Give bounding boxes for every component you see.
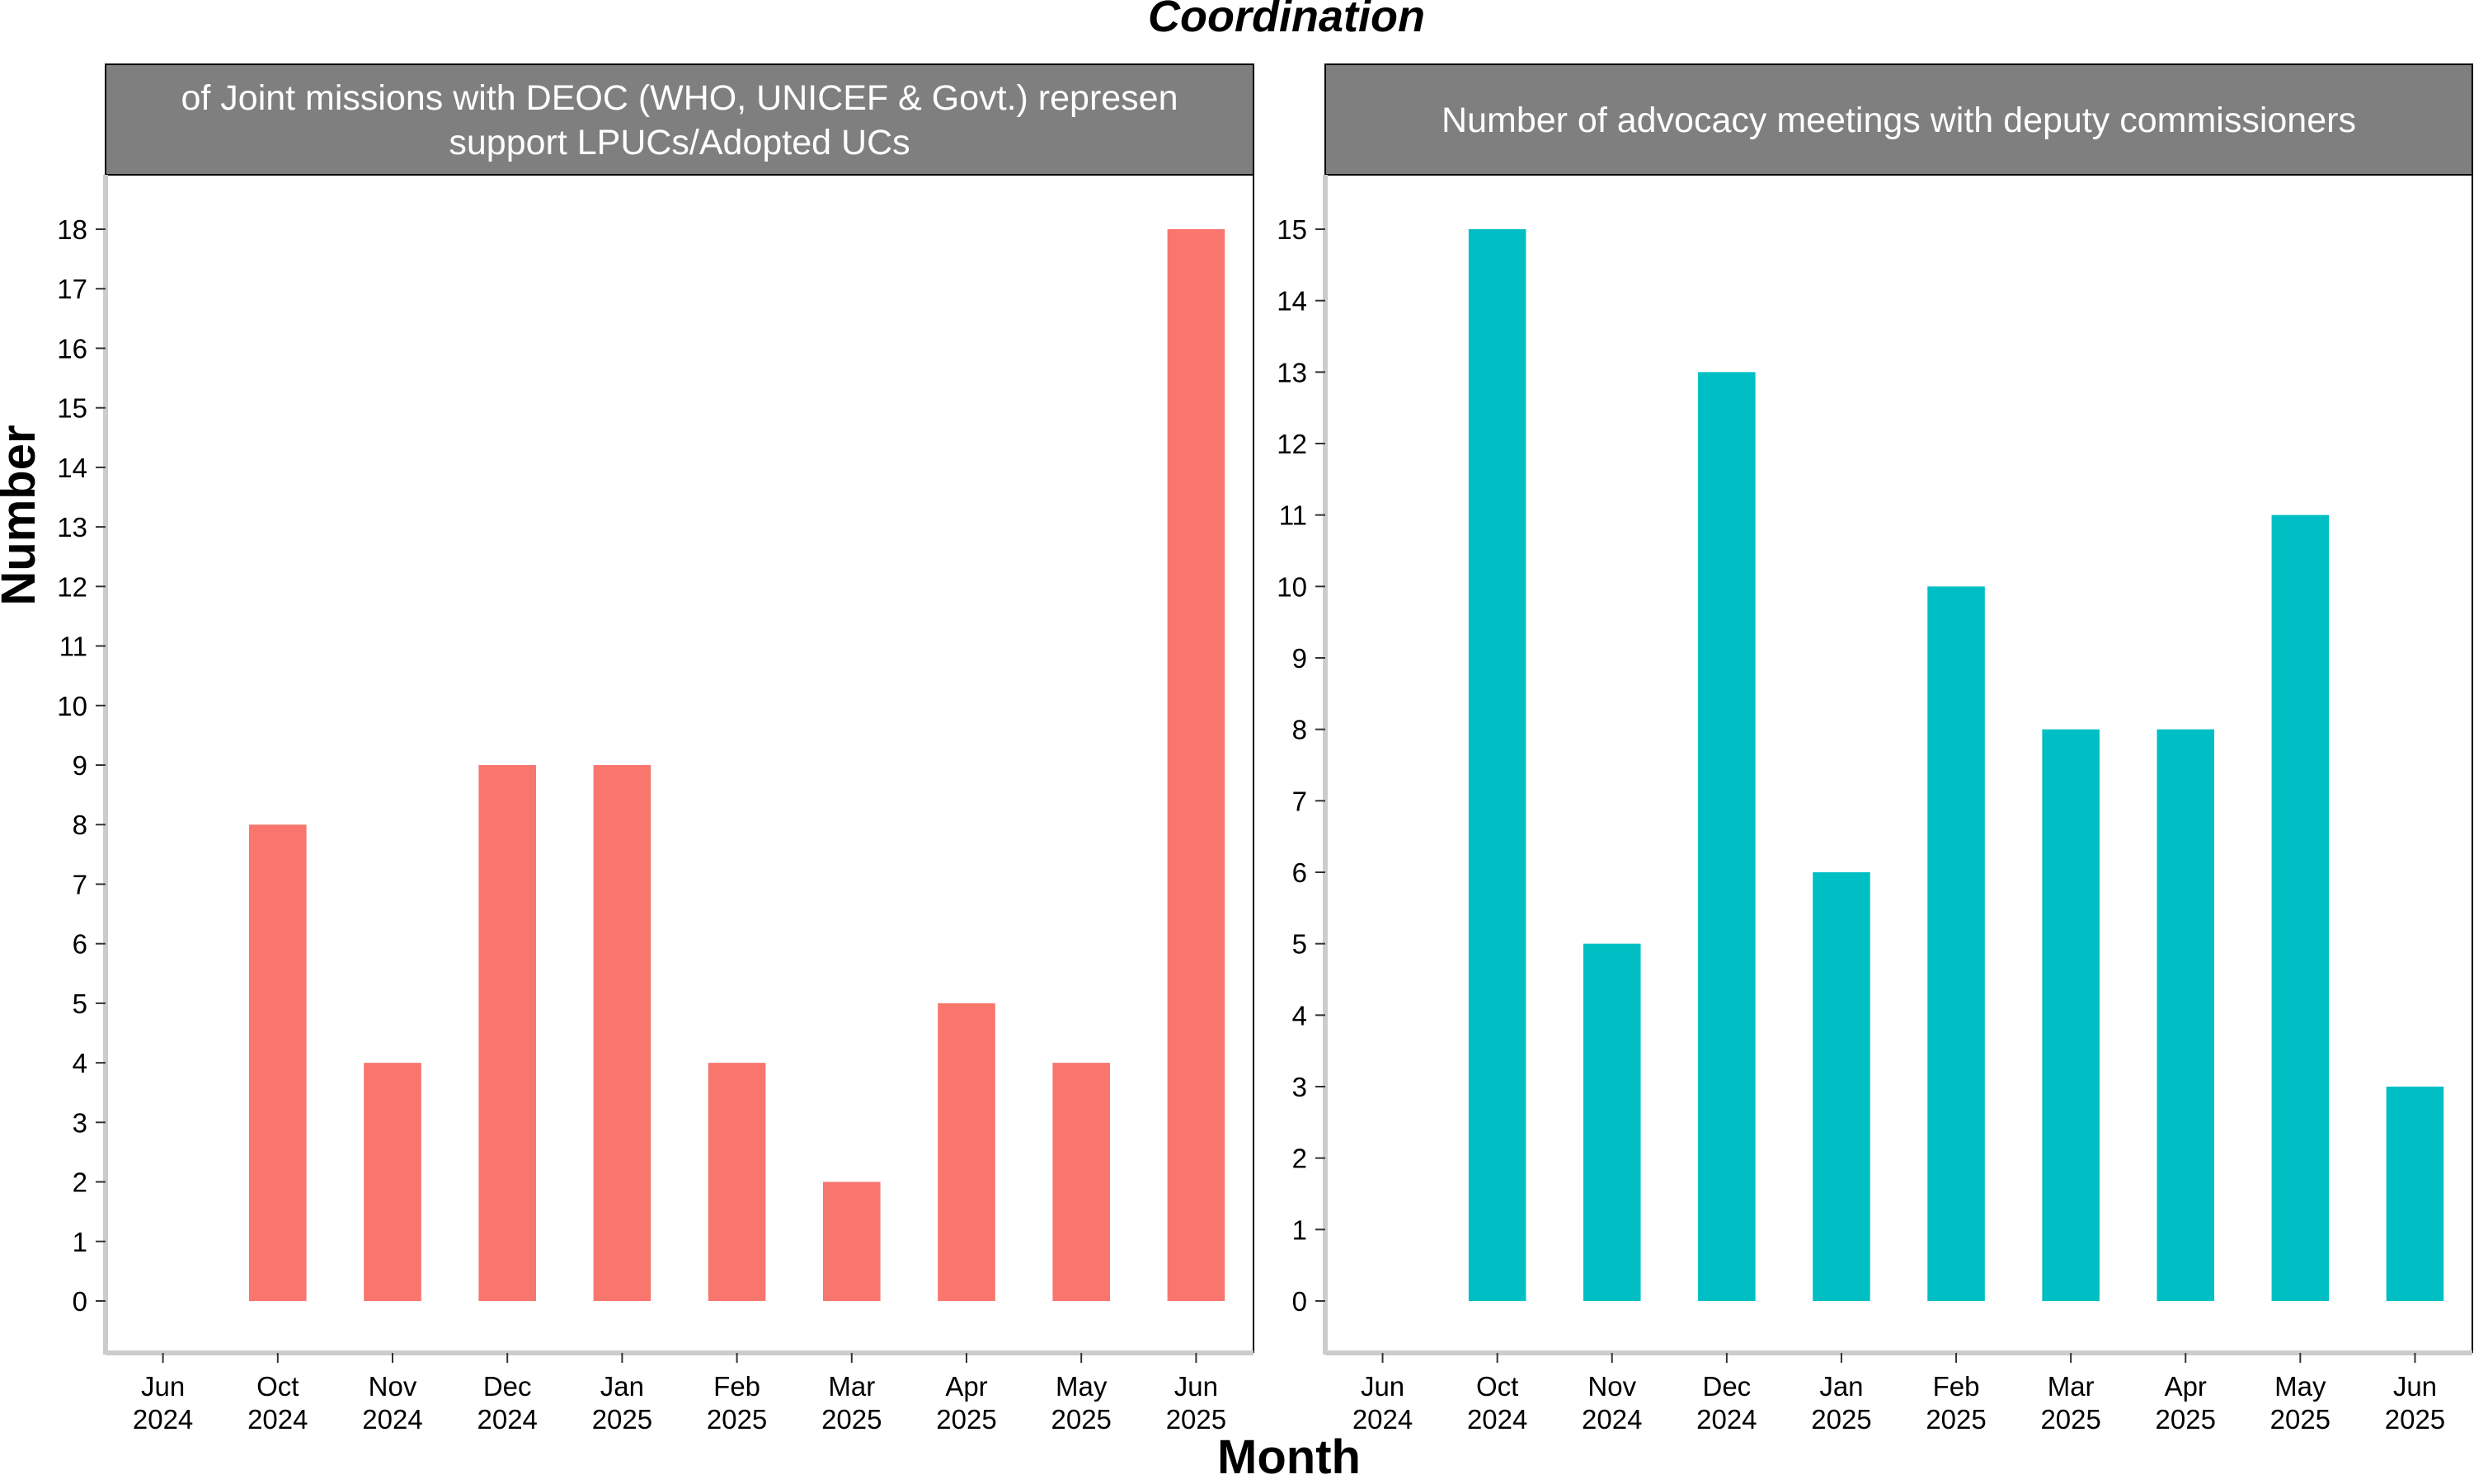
panel-2-y-tick-label: 0 xyxy=(1292,1286,1307,1317)
panel-2-bar-7 xyxy=(2042,729,2100,1301)
panel-2-x-tick-label: Jun 2025 xyxy=(2385,1371,2445,1435)
panel-2-x-tick-label: Apr 2025 xyxy=(2156,1371,2216,1435)
panel-2-x-tick-label: Oct 2024 xyxy=(1467,1371,1527,1435)
panel-1-y-tick-label: 4 xyxy=(73,1048,87,1078)
panel-1-y-tick-label: 17 xyxy=(57,274,87,304)
panel-2-x-tick-label: Jan 2025 xyxy=(1811,1371,1871,1435)
panel-1-y-tick-label: 8 xyxy=(73,810,87,840)
panel-1-y-tick-label: 15 xyxy=(57,393,87,424)
panel-1-x-tick-label: Apr 2025 xyxy=(936,1371,996,1435)
panel-2-bar-4 xyxy=(1698,372,1756,1301)
panel-1-x-tick-label: Feb 2025 xyxy=(707,1371,767,1435)
panel-1-x-tick-label: Nov 2024 xyxy=(362,1371,422,1435)
panel-2-y-tick-label: 5 xyxy=(1292,929,1307,960)
panel-1-strip xyxy=(105,63,1254,176)
panel-1-y-tick-label: 6 xyxy=(73,929,87,960)
panel-2-y-tick-label: 9 xyxy=(1292,643,1307,674)
panel-2-bar-8 xyxy=(2157,729,2215,1301)
panel-1-y-tick-label: 13 xyxy=(57,512,87,542)
panel-1-y-tick-label: 3 xyxy=(73,1107,87,1138)
panel-2-x-tick-label: Jun 2024 xyxy=(1352,1371,1413,1435)
panel-2-y-tick-label: 14 xyxy=(1277,286,1307,317)
panel-1-y-tick-label: 2 xyxy=(73,1167,87,1198)
chart-title: Coordination xyxy=(1148,0,1425,41)
panel-2-y-tick-label: 3 xyxy=(1292,1072,1307,1102)
panel-1-bar-5 xyxy=(593,765,651,1301)
panel-2: Number of advocacy meetings with deputy … xyxy=(1277,63,2473,1435)
panel-1: of Joint missions with DEOC (WHO, UNICEF… xyxy=(57,63,1254,1435)
panel-1-y-tick-label: 9 xyxy=(73,750,87,781)
panel-1-y-tick-label: 11 xyxy=(59,632,87,662)
panel-2-y-tick-label: 8 xyxy=(1292,715,1307,745)
x-axis-title: Month xyxy=(1217,1430,1361,1484)
panel-2-y-tick-label: 4 xyxy=(1292,1000,1307,1031)
panel-2-y-tick-label: 11 xyxy=(1279,500,1307,531)
panel-2-bar-3 xyxy=(1583,943,1641,1301)
panel-1-strip-title-line-2: support LPUCs/Adopted UCs xyxy=(449,123,910,162)
panel-2-strip xyxy=(1324,63,2473,176)
panel-1-x-tick-label: May 2025 xyxy=(1051,1371,1111,1435)
panel-1-bar-4 xyxy=(478,765,536,1301)
panel-1-y-tick-label: 7 xyxy=(73,869,87,899)
panel-2-y-tick-label: 7 xyxy=(1292,786,1307,816)
panel-2-x-tick-label: Mar 2025 xyxy=(2040,1371,2100,1435)
panel-1-y-tick-label: 16 xyxy=(57,333,87,364)
panel-1-bar-10 xyxy=(1167,229,1225,1301)
panel-1-y-tick-label: 1 xyxy=(73,1227,87,1257)
panel-1-bar-9 xyxy=(1052,1063,1110,1301)
panel-2-bar-5 xyxy=(1813,872,1870,1301)
panel-1-y-tick-label: 5 xyxy=(73,989,87,1019)
panel-2-y-tick-label: 10 xyxy=(1277,571,1307,602)
panel-1-x-tick-label: Jan 2025 xyxy=(592,1371,652,1435)
panel-2-y-tick-label: 15 xyxy=(1277,214,1307,245)
panel-1-bar-6 xyxy=(708,1063,766,1301)
panel-2-y-tick-label: 2 xyxy=(1292,1144,1307,1174)
y-axis-title: Number xyxy=(0,425,45,605)
panel-1-bar-2 xyxy=(249,824,307,1301)
panel-2-bar-2 xyxy=(1468,229,1526,1301)
panel-1-strip-title-line-1: of Joint missions with DEOC (WHO, UNICEF… xyxy=(181,78,1178,118)
panel-1-y-tick-label: 10 xyxy=(57,691,87,721)
panel-1-y-tick-label: 18 xyxy=(57,214,87,245)
panel-1-bar-3 xyxy=(364,1063,421,1301)
panel-1-bar-8 xyxy=(938,1003,995,1301)
panel-1-x-tick-label: Oct 2024 xyxy=(247,1371,308,1435)
panel-2-x-tick-label: Dec 2024 xyxy=(1696,1371,1757,1435)
panel-2-bar-6 xyxy=(1927,586,1985,1301)
panel-2-bar-9 xyxy=(2271,514,2330,1301)
panel-2-x-tick-label: May 2025 xyxy=(2270,1371,2331,1435)
panel-2-y-tick-label: 13 xyxy=(1277,357,1307,387)
panel-1-y-tick-label: 0 xyxy=(73,1286,87,1317)
panel-1-x-tick-label: Dec 2024 xyxy=(477,1371,537,1435)
panels: of Joint missions with DEOC (WHO, UNICEF… xyxy=(57,63,2473,1435)
panel-2-y-tick-label: 1 xyxy=(1292,1214,1307,1245)
panel-1-x-tick-label: Mar 2025 xyxy=(821,1371,882,1435)
panel-1-bar-7 xyxy=(823,1181,881,1301)
panel-2-strip-title-line-1: Number of advocacy meetings with deputy … xyxy=(1442,101,2356,140)
panel-1-y-tick-label: 14 xyxy=(57,453,87,483)
panel-2-x-tick-label: Feb 2025 xyxy=(1926,1371,1986,1435)
panel-2-bar-10 xyxy=(2386,1087,2444,1301)
panel-2-y-tick-label: 12 xyxy=(1277,429,1307,459)
panel-2-x-tick-label: Nov 2024 xyxy=(1582,1371,1642,1435)
panel-1-x-tick-label: Jun 2024 xyxy=(133,1371,193,1435)
panel-1-x-tick-label: Jun 2025 xyxy=(1166,1371,1226,1435)
panel-2-y-tick-label: 6 xyxy=(1292,857,1307,888)
panel-1-y-tick-label: 12 xyxy=(57,571,87,602)
